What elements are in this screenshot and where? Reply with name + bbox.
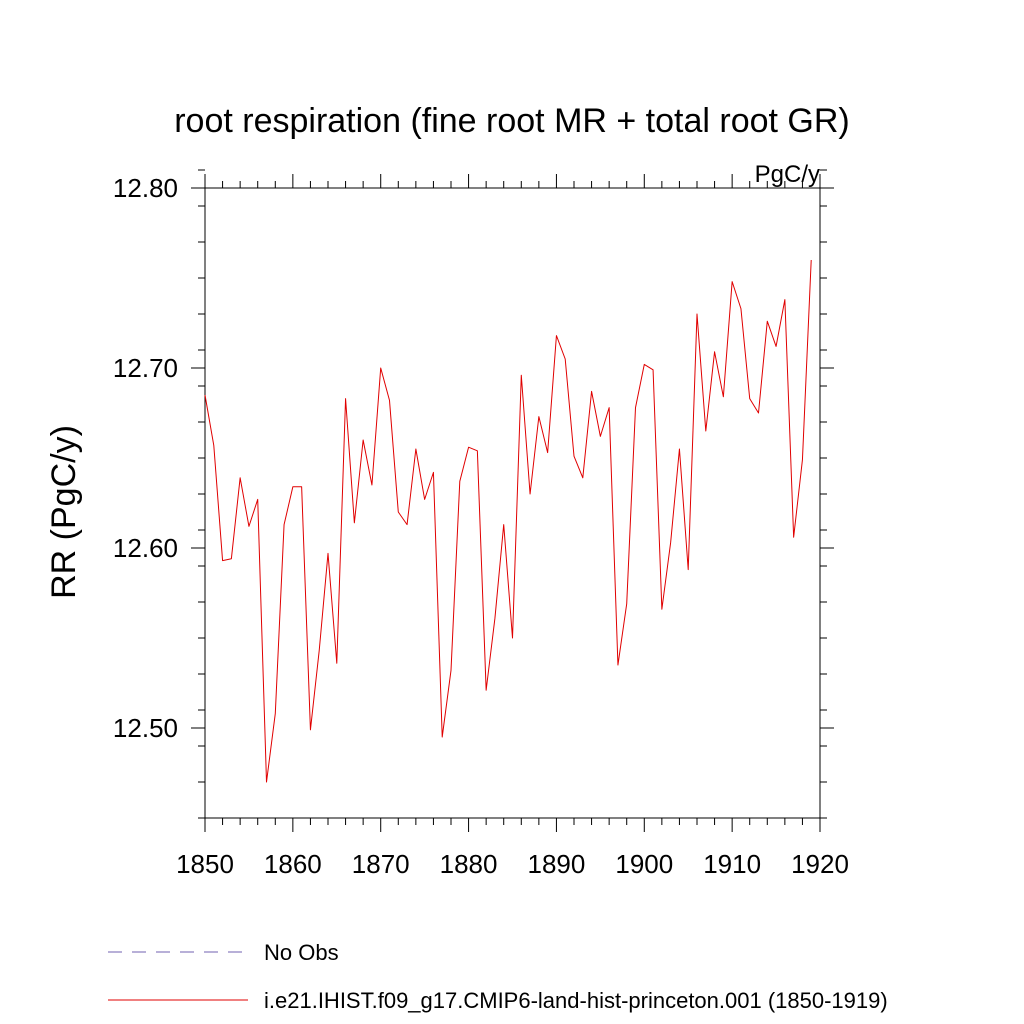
legend-label-no-obs: No Obs bbox=[264, 940, 339, 965]
legend-label-series: i.e21.IHIST.f09_g17.CMIP6-land-hist-prin… bbox=[264, 988, 888, 1013]
y-tick-label: 12.70 bbox=[113, 353, 178, 383]
axis-ticks bbox=[191, 169, 834, 832]
x-tick-label: 1870 bbox=[352, 849, 410, 879]
y-tick-label: 12.50 bbox=[113, 713, 178, 743]
units-label: PgC/y bbox=[755, 161, 820, 188]
x-tick-label: 1850 bbox=[176, 849, 234, 879]
x-tick-label: 1880 bbox=[440, 849, 498, 879]
x-tick-label: 1860 bbox=[264, 849, 322, 879]
plot-frame bbox=[204, 187, 821, 819]
y-tick-label: 12.60 bbox=[113, 533, 178, 563]
x-tick-label: 1920 bbox=[791, 849, 849, 879]
axis-tick-labels: 1850 1860 1870 1880 1890 1900 1910 1920 12.50 12.… bbox=[113, 173, 849, 879]
series-line bbox=[204, 259, 812, 783]
x-tick-label: 1890 bbox=[528, 849, 586, 879]
series-layer bbox=[204, 259, 812, 783]
y-tick-label: 12.80 bbox=[113, 173, 178, 203]
x-tick-label: 1910 bbox=[703, 849, 761, 879]
x-tick-label: 1900 bbox=[615, 849, 673, 879]
y-axis-label: RR (PgC/y) bbox=[45, 425, 83, 599]
legend: No Obs i.e21.IHIST.f09_g17.CMIP6-land-hi… bbox=[108, 940, 888, 1013]
chart-title: root respiration (fine root MR + total r… bbox=[174, 102, 850, 140]
